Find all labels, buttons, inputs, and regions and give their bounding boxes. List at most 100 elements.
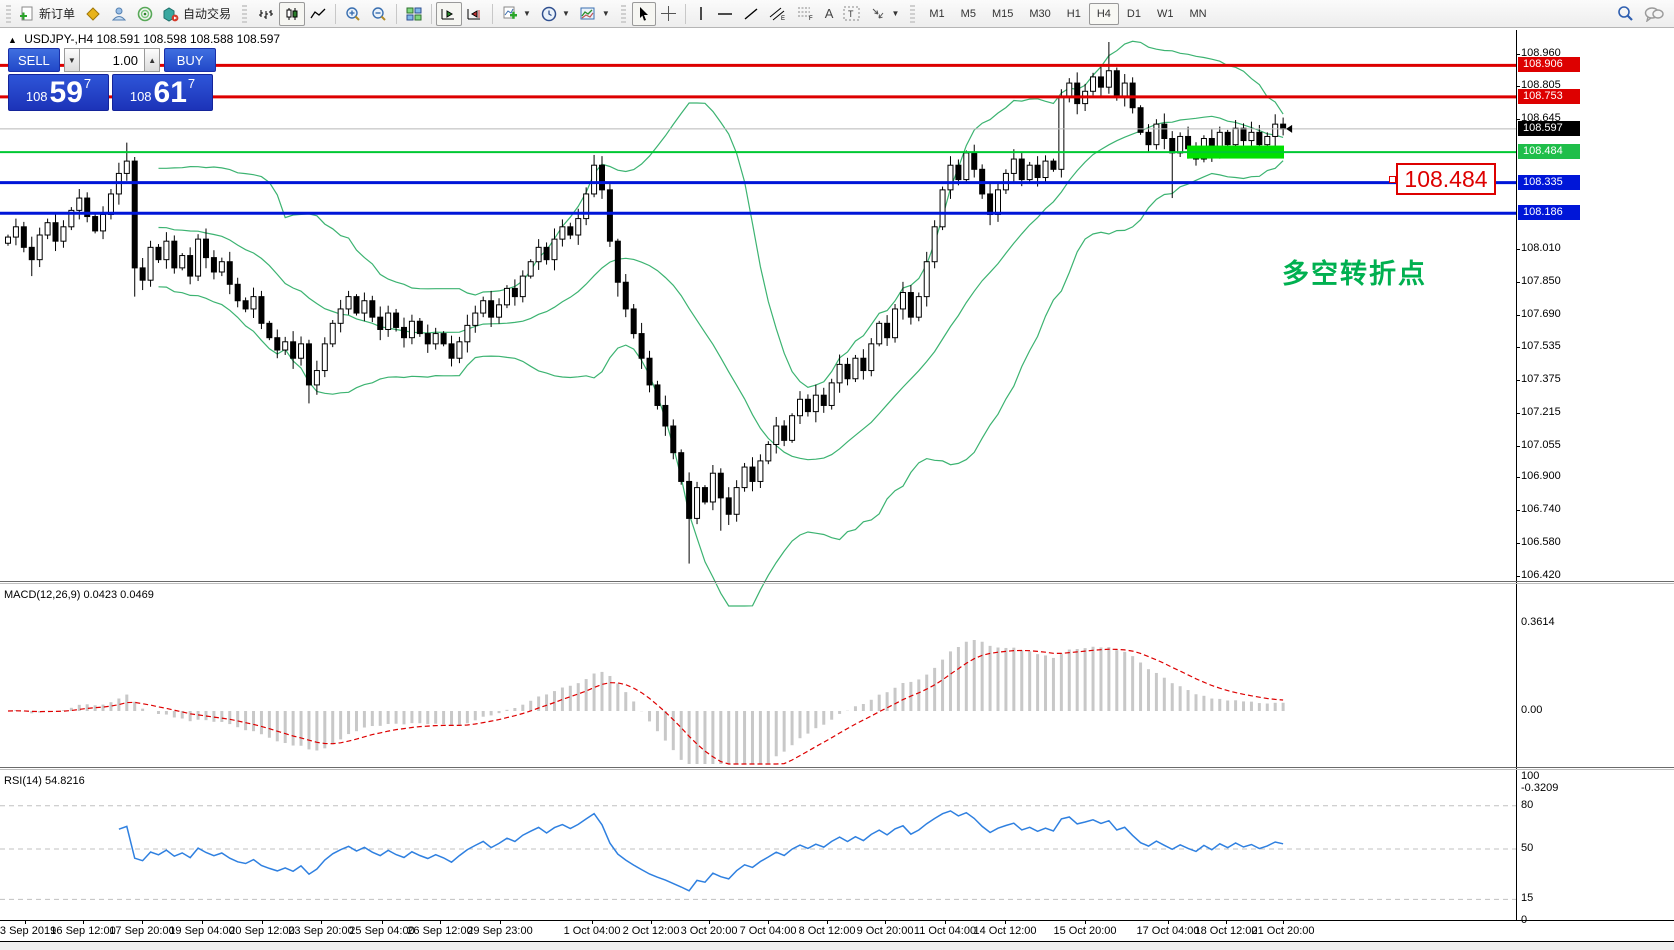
candle-body: [274, 337, 281, 351]
timeframe-h1[interactable]: H1: [1066, 7, 1081, 20]
signals-button[interactable]: [132, 2, 158, 26]
profile-button[interactable]: [106, 2, 132, 26]
axis-tickmark: [1516, 282, 1520, 284]
timeframe-h4[interactable]: H4: [1088, 2, 1119, 25]
fibonacci-tool-button[interactable]: F: [792, 2, 820, 26]
candle-body: [472, 312, 479, 326]
new-order-label: 新订单: [39, 7, 76, 21]
candle-body: [630, 308, 637, 335]
arrows-tool-button[interactable]: ▼: [865, 2, 904, 26]
timeframe-w1[interactable]: W1: [1156, 7, 1174, 20]
zoom-in-button[interactable]: [340, 2, 366, 26]
line-chart-button[interactable]: [305, 2, 331, 26]
candle-body: [163, 240, 170, 261]
time-label: 13 Sep 2019: [0, 925, 57, 937]
text-tool-button[interactable]: A: [820, 2, 839, 26]
axis-tick-label: 107.850: [1521, 275, 1561, 288]
price-chart-plot[interactable]: [0, 30, 1516, 610]
axis-tick-label: 107.535: [1521, 339, 1561, 352]
buy-price-button[interactable]: 108 61 7: [112, 74, 213, 111]
time-tickmark: [440, 920, 441, 924]
time-axis-border: [0, 920, 1674, 921]
timeframe-d1[interactable]: D1: [1126, 7, 1141, 20]
price-annotation-box[interactable]: 108.484: [1396, 163, 1496, 195]
panel-splitter[interactable]: [0, 581, 1674, 582]
buy-price-prefix: 108: [129, 89, 152, 104]
label-tool-button[interactable]: T: [838, 2, 865, 26]
panel-splitter[interactable]: [0, 767, 1674, 768]
volume-decrease-button[interactable]: ▼: [63, 48, 80, 72]
time-label: 2 Oct 12:00: [622, 925, 680, 937]
volume-increase-button[interactable]: ▲: [143, 48, 161, 72]
rsi-plot[interactable]: [0, 770, 1516, 920]
timeframe-mn[interactable]: MN: [1189, 7, 1207, 20]
candle-body: [488, 300, 495, 318]
auto-trading-button[interactable]: 自动交易: [158, 2, 236, 26]
new-order-button[interactable]: 新订单: [14, 2, 80, 26]
search-icon[interactable]: [1617, 5, 1634, 22]
candle-body: [1097, 76, 1104, 88]
candle-body: [60, 226, 67, 242]
candle-body: [1074, 82, 1081, 105]
candle-body: [1058, 96, 1065, 170]
sell-button[interactable]: SELL: [8, 48, 60, 72]
periods-button[interactable]: ▼: [536, 2, 575, 26]
trendline-tool-button[interactable]: [738, 2, 764, 26]
axis-tickmark: [1516, 54, 1520, 56]
candlestick-chart-button[interactable]: [279, 1, 306, 26]
candle-body: [670, 425, 677, 454]
channel-tool-button[interactable]: E: [764, 2, 792, 26]
axis-tick-label: 107.215: [1521, 405, 1561, 418]
time-tickmark: [500, 920, 501, 924]
sell-price-pip: 7: [83, 76, 92, 91]
cursor-tool-button[interactable]: [631, 1, 656, 26]
horizontal-line-tool-button[interactable]: [712, 2, 738, 26]
axis-tick-label: 106.580: [1521, 536, 1561, 549]
chart-window[interactable]: ▲ USDJPY-,H4 108.591 108.598 108.588 108…: [0, 28, 1674, 950]
rsi-axis-label: 80: [1521, 798, 1534, 811]
time-tickmark: [321, 920, 322, 924]
candle-body: [298, 343, 305, 359]
candle-body: [1121, 82, 1128, 98]
sell-price-button[interactable]: 108 59 7: [8, 74, 109, 111]
buy-button[interactable]: BUY: [164, 48, 216, 72]
candle-body: [329, 322, 336, 345]
candle-body: [1042, 160, 1049, 179]
chat-icon[interactable]: [1644, 6, 1664, 22]
templates-button[interactable]: ▼: [575, 2, 615, 26]
macd-plot[interactable]: [0, 584, 1516, 768]
candle-body: [559, 226, 566, 240]
axis-tickmark: [1516, 119, 1520, 120]
collapse-arrow-icon[interactable]: ▲: [8, 35, 17, 45]
candle-body: [1090, 76, 1097, 92]
indicators-button[interactable]: ▼: [497, 2, 536, 26]
auto-scroll-button[interactable]: [436, 1, 463, 26]
turning-point-note[interactable]: 多空转折点: [1282, 259, 1427, 289]
candle-body: [757, 460, 764, 482]
rsi-axis-label: 50: [1521, 842, 1534, 854]
candle-body: [139, 267, 146, 281]
annotation-anchor[interactable]: [1389, 176, 1396, 183]
candle-body: [171, 240, 178, 269]
symbol-header[interactable]: ▲ USDJPY-,H4 108.591 108.598 108.588 108…: [8, 32, 280, 46]
candle-body: [480, 300, 487, 314]
candle-body: [424, 333, 431, 345]
candle-body: [907, 292, 914, 318]
volume-input[interactable]: [79, 48, 144, 72]
candle-body: [12, 226, 19, 238]
fibonacci-icon: F: [797, 7, 813, 21]
candle-body: [654, 384, 661, 406]
zoom-out-button[interactable]: [366, 2, 392, 26]
timeframe-m1[interactable]: M1: [929, 7, 945, 20]
timeframe-m30[interactable]: M30: [1029, 7, 1051, 20]
ohlc-quote: 108.591 108.598 108.588 108.597: [96, 32, 281, 46]
time-tickmark: [382, 920, 383, 924]
metaeditor-button[interactable]: [80, 2, 106, 26]
timeframe-m15[interactable]: M15: [991, 7, 1014, 20]
tile-windows-button[interactable]: [401, 2, 427, 26]
chart-shift-button[interactable]: [462, 2, 488, 26]
bar-chart-button[interactable]: [253, 2, 279, 26]
timeframe-m5[interactable]: M5: [960, 7, 976, 20]
vertical-line-tool-button[interactable]: [690, 2, 712, 26]
crosshair-tool-button[interactable]: [656, 2, 681, 26]
